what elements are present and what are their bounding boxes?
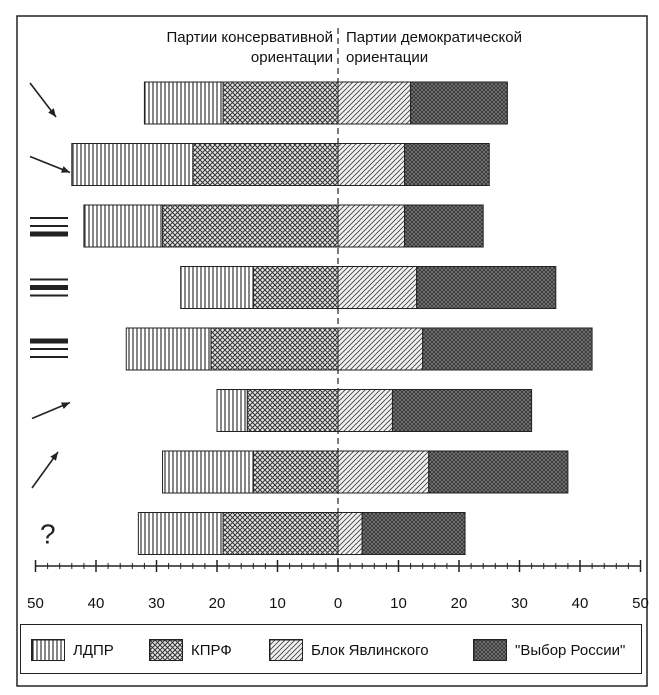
legend-item-vybor: "Выбор России" bbox=[473, 638, 625, 662]
x-tick-label: 40 bbox=[88, 595, 105, 612]
bar-ldpr-row-2 bbox=[71, 143, 194, 186]
x-tick-label: 40 bbox=[572, 595, 589, 612]
bar-vybor-row-6 bbox=[391, 389, 533, 432]
x-axis: 50 40 30 20 10 0 10 20 30 40 50 bbox=[27, 560, 649, 612]
bar-ldpr-row-3 bbox=[83, 204, 164, 248]
header-conservative: Партии консервативной ориентации bbox=[166, 28, 333, 68]
x-tick-label: 20 bbox=[209, 595, 226, 612]
legend-label-vybor: "Выбор России" bbox=[515, 641, 626, 659]
bar-vybor-row-2 bbox=[404, 143, 490, 186]
x-tick-label: 30 bbox=[148, 595, 165, 612]
header-democratic-line1: Партии демократической bbox=[346, 29, 522, 46]
legend-swatch-vybor bbox=[473, 639, 507, 661]
legend-item-ldpr: ЛДПР bbox=[31, 638, 114, 662]
x-tick-label: 0 bbox=[334, 595, 342, 612]
lines-top-bold-icon bbox=[30, 338, 68, 358]
lines-bottom-bold-icon bbox=[30, 217, 68, 237]
bar-vybor-row-5 bbox=[422, 327, 593, 371]
x-tick-label: 10 bbox=[269, 595, 286, 612]
bar-kprf-row-2 bbox=[192, 143, 339, 186]
bar-vybor-row-3 bbox=[404, 204, 484, 248]
svg-text:?: ? bbox=[40, 519, 56, 550]
bar-ldpr-row-1 bbox=[143, 81, 224, 125]
bar-yabloko-row-4 bbox=[337, 266, 418, 309]
bar-ldpr-row-8 bbox=[137, 512, 224, 555]
bar-vybor-row-8 bbox=[361, 512, 466, 555]
bar-ldpr-row-6 bbox=[216, 389, 248, 432]
arrow-up-right-steep-icon bbox=[31, 451, 59, 489]
legend-label-ldpr: ЛДПР bbox=[73, 641, 114, 659]
arrow-down-right-shallow-icon bbox=[29, 155, 71, 174]
bar-yabloko-row-2 bbox=[337, 143, 406, 186]
header-democratic: Партии демократической ориентации bbox=[346, 28, 522, 68]
header-conservative-line1: Партии консервативной bbox=[166, 29, 333, 46]
bar-ldpr-row-4 bbox=[180, 266, 254, 309]
legend-item-kprf: КПРФ bbox=[149, 638, 232, 662]
bar-kprf-row-4 bbox=[252, 266, 339, 309]
bar-yabloko-row-8 bbox=[337, 512, 363, 555]
legend-label-kprf: КПРФ bbox=[191, 641, 232, 659]
legend: ЛДПР КПРФ Блок Явлинского "Выбор России" bbox=[20, 624, 642, 674]
bar-kprf-row-1 bbox=[222, 81, 339, 125]
legend-swatch-ldpr bbox=[31, 639, 65, 661]
bar-yabloko-row-1 bbox=[337, 81, 412, 125]
bar-yabloko-row-3 bbox=[337, 204, 406, 248]
x-tick-label: 50 bbox=[27, 595, 44, 612]
bar-vybor-row-4 bbox=[416, 266, 557, 309]
bar-kprf-row-7 bbox=[252, 450, 339, 494]
arrow-up-right-shallow-icon bbox=[31, 401, 71, 420]
x-tick-label: 50 bbox=[632, 595, 649, 612]
legend-item-yabloko: Блок Явлинского bbox=[269, 638, 429, 662]
lines-middle-bold-icon bbox=[30, 278, 68, 297]
legend-swatch-kprf bbox=[149, 639, 183, 661]
legend-swatch-yabloko bbox=[269, 639, 303, 661]
question-mark-icon: ? bbox=[40, 519, 56, 550]
x-tick-label: 20 bbox=[451, 595, 468, 612]
bar-kprf-row-8 bbox=[222, 512, 339, 555]
header-conservative-line2: ориентации bbox=[250, 49, 333, 66]
x-tick-label: 10 bbox=[390, 595, 407, 612]
bar-kprf-row-5 bbox=[210, 327, 339, 371]
row-icons: ? bbox=[29, 82, 71, 550]
bar-ldpr-row-5 bbox=[125, 327, 212, 371]
bar-yabloko-row-5 bbox=[337, 327, 424, 371]
x-tick-label: 30 bbox=[511, 595, 528, 612]
header-democratic-line2: ориентации bbox=[346, 49, 429, 66]
outer-frame bbox=[16, 15, 648, 687]
bar-kprf-row-3 bbox=[162, 204, 339, 248]
bar-yabloko-row-6 bbox=[337, 389, 393, 432]
bar-ldpr-row-7 bbox=[162, 450, 254, 494]
bar-vybor-row-1 bbox=[410, 81, 508, 125]
legend-label-yabloko: Блок Явлинского bbox=[311, 641, 429, 659]
bars-group bbox=[71, 81, 593, 555]
bar-kprf-row-6 bbox=[246, 389, 339, 432]
bar-yabloko-row-7 bbox=[337, 450, 430, 494]
bar-vybor-row-7 bbox=[428, 450, 569, 494]
arrow-down-right-steep-icon bbox=[29, 82, 57, 118]
